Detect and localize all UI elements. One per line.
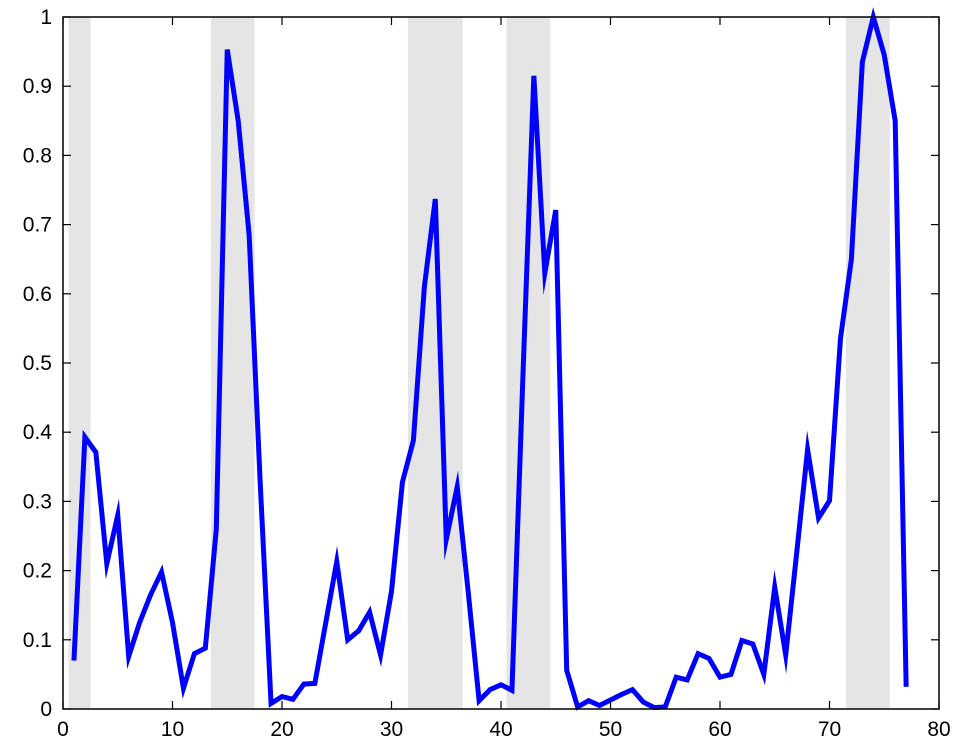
y-tick-label: 0.7: [23, 214, 52, 237]
x-tick-label: 60: [708, 718, 731, 741]
shaded-band-2: [210, 17, 255, 709]
series-line-1: [71, 7, 909, 711]
series-lines: [71, 7, 909, 711]
x-tick-label: 40: [489, 718, 512, 741]
y-tick-label: 0.6: [23, 283, 52, 306]
y-tick-label: 0.2: [23, 560, 52, 583]
y-axis: 0 0.1 0.2 0.3 0.4 0.5 0.6 0.7 0.8 0.9 1: [23, 6, 939, 721]
y-tick-label: 0.4: [23, 421, 53, 444]
y-tick-label: 0: [40, 698, 52, 721]
y-tick-label: 1: [40, 6, 52, 29]
y-tick-label: 0.8: [23, 144, 52, 167]
shaded-band-3: [407, 17, 463, 709]
y-tick-label: 0.1: [23, 629, 52, 652]
x-tick-label: 10: [161, 718, 184, 741]
x-tick-label: 80: [927, 718, 950, 741]
x-tick-label: 20: [270, 718, 293, 741]
x-tick-label: 70: [818, 718, 841, 741]
x-tick-label: 0: [57, 718, 69, 741]
x-tick-label: 30: [380, 718, 403, 741]
shaded-band-1: [68, 17, 91, 709]
y-tick-label: 0.5: [23, 352, 52, 375]
x-axis: 0 10 20 30 40 50 60 70 80: [57, 17, 951, 741]
shaded-band-5: [845, 17, 890, 709]
y-tick-label: 0.9: [23, 75, 52, 98]
x-tick-label: 50: [599, 718, 622, 741]
y-tick-label: 0.3: [23, 490, 52, 513]
